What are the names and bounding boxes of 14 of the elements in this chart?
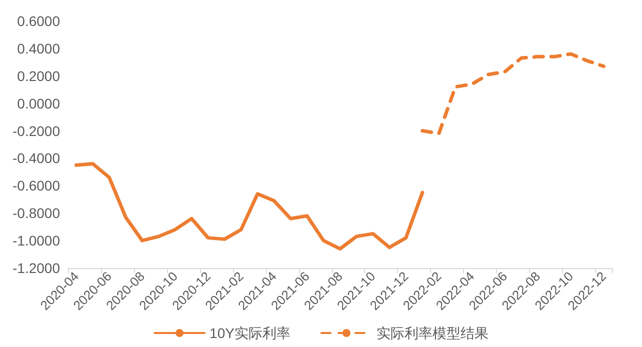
y-tick-label: -0.4000: [12, 150, 60, 166]
y-tick-label: -0.6000: [12, 178, 60, 194]
y-tick-label: -1.0000: [12, 232, 60, 249]
y-tick-label: 0.6000: [17, 13, 60, 29]
legend-label: 实际利率模型结果: [376, 325, 488, 341]
y-tick-label: -0.8000: [12, 205, 60, 222]
y-tick-label: -0.2000: [12, 122, 60, 139]
y-tick-label: 0.4000: [17, 40, 60, 56]
legend-label: 10Y实际利率: [210, 325, 290, 341]
y-tick-label: 0.2000: [17, 68, 60, 84]
line-series: [420, 52, 606, 136]
y-tick-label: 0.0000: [17, 95, 60, 112]
line-series: [74, 162, 424, 251]
y-tick-label: -1.2000: [12, 260, 60, 276]
